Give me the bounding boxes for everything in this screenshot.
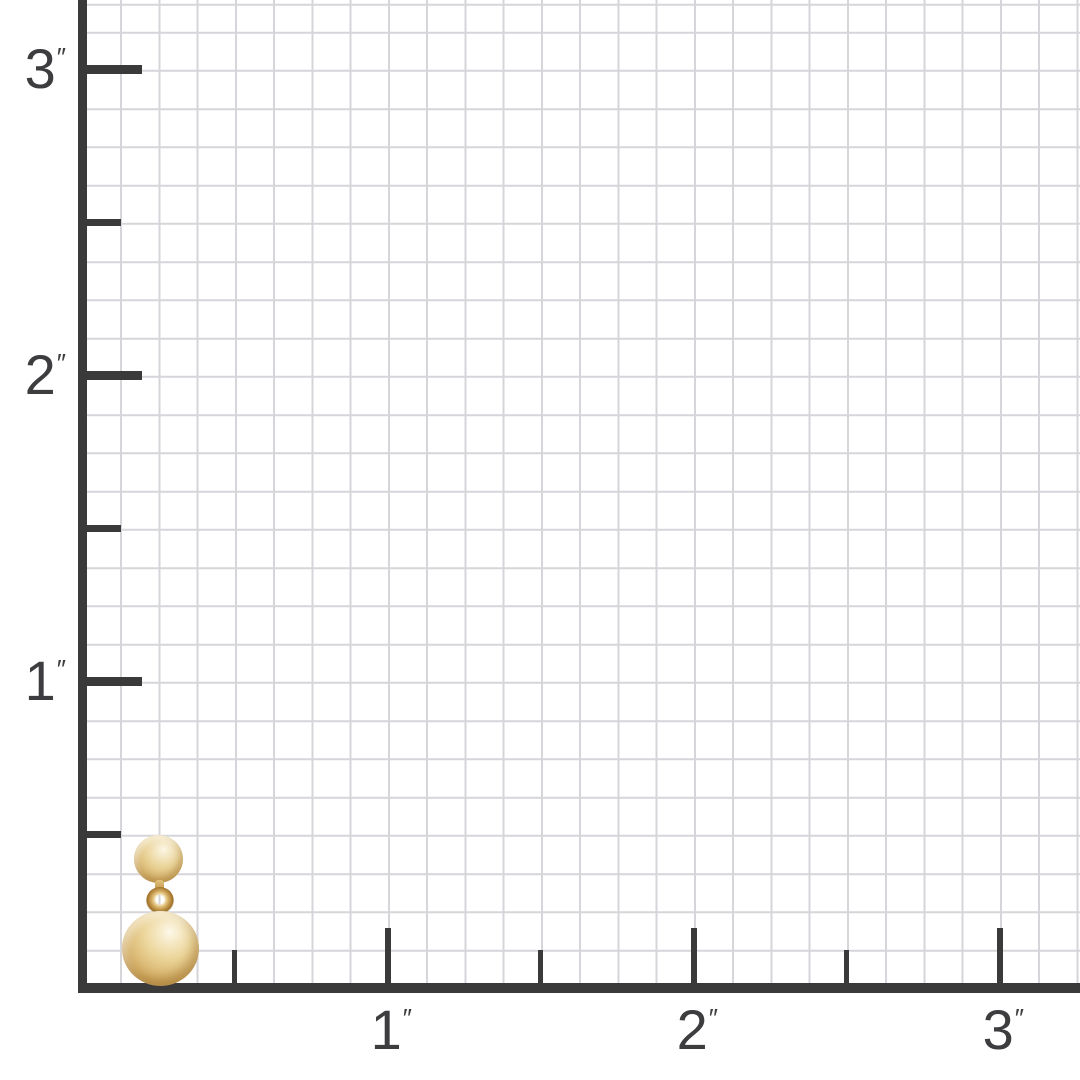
inch-mark: ″	[56, 347, 66, 378]
x-axis-label-3in: 3″	[983, 1002, 1024, 1058]
y-axis-label-3in: 3″	[0, 40, 66, 97]
x-axis-label-3in-value: 3	[982, 998, 1014, 1061]
y-axis-major-tick-1in	[78, 677, 142, 686]
inch-mark: ″	[708, 1003, 718, 1033]
y-axis-major-tick-3in	[78, 65, 142, 74]
x-axis-minor-tick-2p5in	[844, 950, 849, 986]
inch-mark: ″	[56, 653, 66, 684]
earring-top-ball	[134, 835, 183, 883]
x-axis-minor-tick-0p5in	[232, 950, 237, 986]
y-axis-label-2in-value: 2	[24, 342, 56, 406]
y-axis-label-3in-value: 3	[24, 36, 56, 100]
y-axis-minor-tick-0p5in	[78, 831, 121, 838]
earring-bottom-ball	[122, 911, 199, 986]
inch-mark: ″	[402, 1003, 412, 1033]
y-axis-minor-tick-2p5in	[78, 219, 121, 226]
x-axis-label-1in-value: 1	[370, 998, 402, 1061]
earring-jump-ring	[146, 887, 174, 915]
x-axis-bar	[78, 983, 1080, 993]
x-axis-label-2in: 2″	[677, 1002, 718, 1058]
x-axis-label-2in-value: 2	[676, 998, 708, 1061]
inch-mark: ″	[1014, 1003, 1024, 1033]
x-axis-major-tick-3in	[997, 928, 1003, 986]
y-axis-label-1in: 1″	[0, 652, 66, 709]
product-photo-earring	[120, 833, 200, 989]
x-axis-major-tick-2in	[691, 928, 697, 986]
y-axis-label-1in-value: 1	[24, 648, 56, 712]
x-axis-major-tick-1in	[385, 928, 391, 986]
y-axis-minor-tick-1p5in	[78, 525, 121, 532]
y-axis-bar	[78, 0, 87, 993]
x-axis-label-1in: 1″	[371, 1002, 412, 1058]
x-axis-minor-tick-1p5in	[538, 950, 543, 986]
earring-link	[155, 880, 164, 893]
inch-mark: ″	[56, 41, 66, 72]
y-axis-label-2in: 2″	[0, 346, 66, 403]
y-axis-major-tick-2in	[78, 371, 142, 380]
eighth-inch-grid	[79, 0, 1080, 984]
